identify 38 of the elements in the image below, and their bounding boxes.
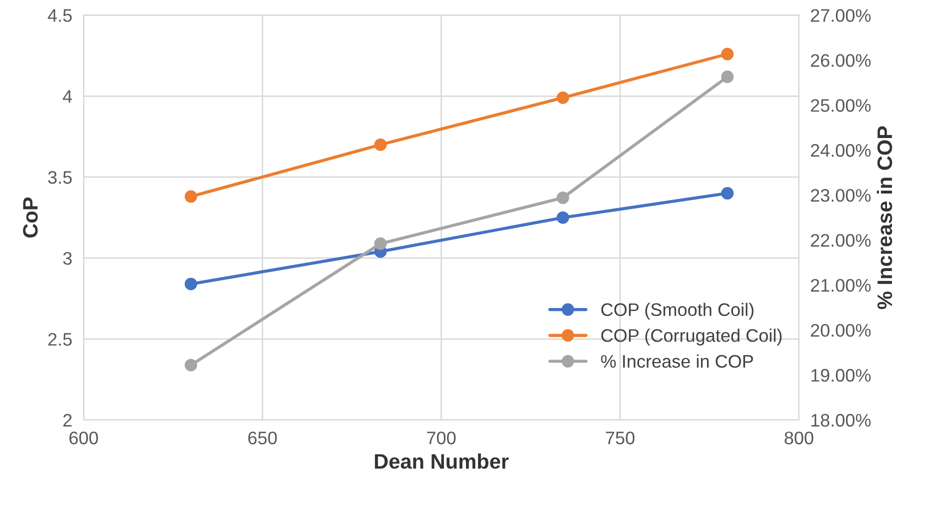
legend-label: COP (Corrugated Coil) [601,328,782,346]
point [556,211,570,224]
y2-axis-title: % Increase in COP [876,126,892,310]
y2-tick-label: 27.00% [810,9,871,22]
point [374,138,387,151]
x-tick-label: 700 [427,432,456,444]
point [556,192,570,204]
y-tick-label: 2 [63,414,72,427]
y2-tick-label: 24.00% [810,144,871,157]
y2-tick-label: 26.00% [810,54,871,67]
y-tick-label: 2.5 [48,332,72,346]
legend-label: COP (Smooth Coil) [601,302,754,320]
x-axis-title: Dean Number [374,453,509,469]
point [184,190,198,203]
legend-label: % Increase in COP [601,354,753,368]
x-tick-label: 800 [784,432,814,444]
point [184,278,198,290]
point [184,358,198,372]
y2-tick-label: 19.00% [811,368,871,382]
y-axis-title: CoP [22,197,38,238]
y2-tick-label: 22.00% [810,234,871,247]
y2-tick-label: 18.00% [811,414,871,427]
y2-tick-label: 21.00% [810,278,871,292]
y2-tick-label: 20.00% [810,324,871,337]
point [374,237,387,250]
y-tick-label: 4 [62,90,72,103]
y-tick-label: 3.5 [48,171,72,184]
point [556,92,570,104]
x-tick-label: 650 [248,432,277,444]
y-tick-label: 3 [63,252,72,265]
x-tick-label: 600 [69,432,98,444]
point [721,48,734,60]
y2-tick-label: 25.00% [810,99,871,112]
point [721,70,734,84]
point [721,187,734,200]
y-tick-label: 4.5 [48,9,72,22]
x-tick-label: 750 [606,432,634,444]
y2-tick-label: 23.00% [810,189,871,202]
